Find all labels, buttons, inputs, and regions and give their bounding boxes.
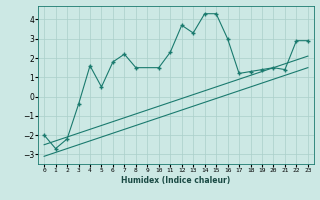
X-axis label: Humidex (Indice chaleur): Humidex (Indice chaleur): [121, 176, 231, 185]
